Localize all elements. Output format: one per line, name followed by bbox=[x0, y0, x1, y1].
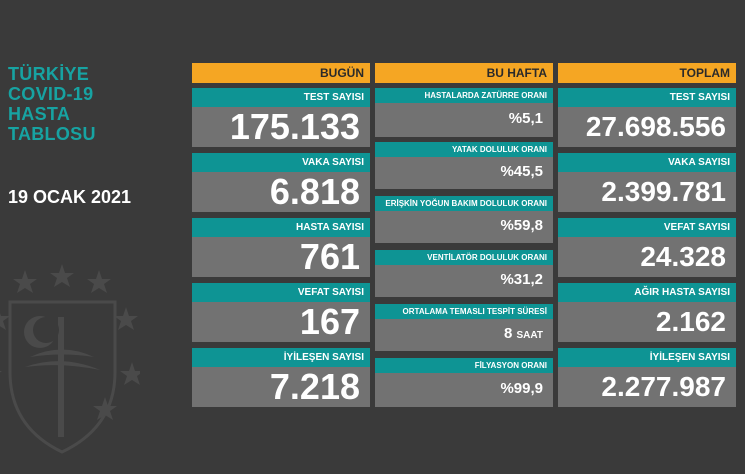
stat-label: HASTA SAYISI bbox=[192, 218, 370, 237]
title-line: COVID-19 bbox=[8, 84, 94, 104]
stat-label: İYİLEŞEN SAYISI bbox=[558, 348, 736, 367]
title-line: TÜRKİYE bbox=[8, 64, 90, 84]
week-contact-card: ORTALAMA TEMASLI TESPİT SÜRESİ 8 SAAT bbox=[375, 304, 553, 351]
total-death-card: VEFAT SAYISI 24.328 bbox=[558, 218, 736, 277]
week-icu-card: ERİŞKİN YOĞUN BAKIM DOLULUK ORANI %59,8 bbox=[375, 196, 553, 243]
stat-unit: SAAT bbox=[516, 330, 543, 341]
stat-label: FİLYASYON ORANI bbox=[375, 358, 553, 373]
stat-value: 175.133 bbox=[229, 106, 360, 147]
total-severe-card: AĞIR HASTA SAYISI 2.162 bbox=[558, 283, 736, 342]
stat-label: VAKA SAYISI bbox=[192, 153, 370, 172]
today-test-card: TEST SAYISI 175.133 bbox=[192, 88, 370, 147]
stat-label: ERİŞKİN YOĞUN BAKIM DOLULUK ORANI bbox=[375, 196, 553, 211]
total-test-card: TEST SAYISI 27.698.556 bbox=[558, 88, 736, 147]
today-patient-card: HASTA SAYISI 761 bbox=[192, 218, 370, 277]
stat-value: %59,8 bbox=[500, 217, 543, 234]
week-ventilator-card: VENTİLATÖR DOLULUK ORANI %31,2 bbox=[375, 250, 553, 297]
total-case-card: VAKA SAYISI 2.399.781 bbox=[558, 153, 736, 212]
stat-value: 2.277.987 bbox=[601, 371, 726, 402]
week-pneumonia-card: HASTALARDA ZATÜRRE ORANI %5,1 bbox=[375, 88, 553, 137]
stat-value: 2.399.781 bbox=[601, 176, 726, 207]
stat-value: 761 bbox=[299, 236, 360, 277]
title-line: HASTA bbox=[8, 104, 71, 124]
stat-value: 7.218 bbox=[269, 366, 360, 407]
stat-value: %31,2 bbox=[500, 271, 543, 288]
health-ministry-emblem-icon bbox=[0, 264, 140, 454]
today-recovered-card: İYİLEŞEN SAYISI 7.218 bbox=[192, 348, 370, 407]
stat-label: VENTİLATÖR DOLULUK ORANI bbox=[375, 250, 553, 265]
week-bed-card: YATAK DOLULUK ORANI %45,5 bbox=[375, 142, 553, 189]
stat-label: YATAK DOLULUK ORANI bbox=[375, 142, 553, 157]
stat-value: 2.162 bbox=[655, 306, 726, 337]
stat-label: TEST SAYISI bbox=[192, 88, 370, 107]
week-filiation-card: FİLYASYON ORANI %99,9 bbox=[375, 358, 553, 407]
stat-value-row: 8 SAAT bbox=[375, 319, 553, 351]
today-case-card: VAKA SAYISI 6.818 bbox=[192, 153, 370, 212]
stat-value: %45,5 bbox=[500, 163, 543, 180]
stat-label: HASTALARDA ZATÜRRE ORANI bbox=[375, 88, 553, 103]
stat-label: AĞIR HASTA SAYISI bbox=[558, 283, 736, 302]
stat-label: VAKA SAYISI bbox=[558, 153, 736, 172]
header-today: BUGÜN bbox=[192, 63, 370, 83]
today-death-card: VEFAT SAYISI 167 bbox=[192, 283, 370, 342]
stat-label: İYİLEŞEN SAYISI bbox=[192, 348, 370, 367]
stat-value: %5,1 bbox=[508, 110, 543, 127]
stat-label: TEST SAYISI bbox=[558, 88, 736, 107]
stat-value: 27.698.556 bbox=[585, 111, 726, 142]
header-total: TOPLAM bbox=[558, 63, 736, 83]
report-date: 19 OCAK 2021 bbox=[8, 187, 132, 207]
page-title: TÜRKİYE COVID-19 HASTA TABLOSU bbox=[8, 64, 96, 144]
stat-value: 24.328 bbox=[640, 241, 726, 272]
title-line: TABLOSU bbox=[8, 124, 96, 144]
stat-value: %99,9 bbox=[500, 380, 543, 397]
stat-label: VEFAT SAYISI bbox=[192, 283, 370, 302]
header-week: BU HAFTA bbox=[375, 63, 553, 83]
stat-value: 8 bbox=[504, 325, 513, 342]
stat-label: ORTALAMA TEMASLI TESPİT SÜRESİ bbox=[375, 304, 553, 319]
stat-label: VEFAT SAYISI bbox=[558, 218, 736, 237]
stat-value: 6.818 bbox=[269, 171, 360, 212]
total-recovered-card: İYİLEŞEN SAYISI 2.277.987 bbox=[558, 348, 736, 407]
stat-value: 167 bbox=[299, 301, 360, 342]
